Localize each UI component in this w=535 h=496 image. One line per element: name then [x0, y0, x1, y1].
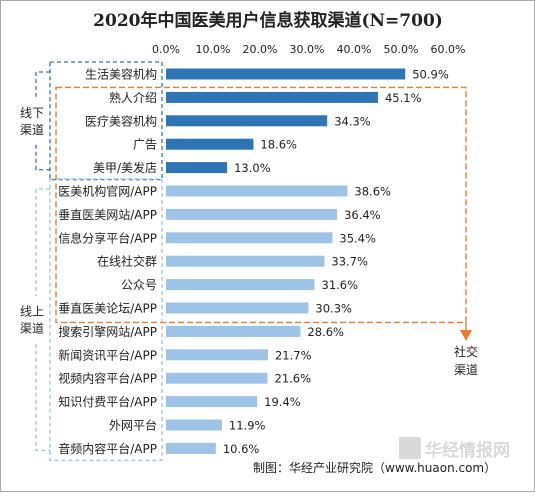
x-tick-label: 30.0% — [290, 43, 325, 56]
source-note: 制图：华经产业研究院（www.huaon.com） — [253, 460, 496, 475]
category-label: 生活美容机构 — [85, 67, 157, 82]
watermark-logo — [399, 437, 421, 459]
bar-value-label: 11.9% — [229, 419, 266, 433]
offline-group-label: 渠道 — [20, 123, 44, 137]
bar — [166, 138, 254, 150]
category-label: 熟人介绍 — [109, 90, 157, 105]
bar — [166, 396, 258, 408]
category-label: 垂直医美网站/APP — [58, 208, 157, 222]
social-channel-arrowhead — [460, 330, 472, 341]
bar — [166, 68, 406, 80]
x-tick-label: 10.0% — [196, 43, 231, 56]
offline-group-label: 线下 — [20, 106, 44, 120]
bar — [166, 325, 301, 337]
x-tick-label: 40.0% — [337, 43, 372, 56]
bar-value-label: 38.6% — [354, 185, 391, 199]
bar — [166, 91, 378, 103]
bar — [166, 208, 338, 220]
chart-title: 2020年中国医美用户信息获取渠道(N=700) — [93, 10, 443, 31]
category-label: 在线社交群 — [97, 254, 157, 269]
offline-group-bracket — [35, 71, 50, 171]
bar — [166, 279, 315, 291]
bar — [166, 442, 216, 454]
online-group-label: 线上 — [20, 305, 44, 319]
bar-value-label: 19.4% — [264, 395, 301, 409]
category-label: 音频内容平台/APP — [58, 441, 157, 456]
bar-value-label: 50.9% — [412, 68, 449, 82]
bar — [166, 372, 268, 384]
online-group-bracket — [35, 188, 50, 452]
bar — [166, 232, 333, 244]
online-group-box — [49, 178, 163, 462]
category-label: 搜索引擎网站/APP — [58, 324, 157, 339]
x-tick-label: 60.0% — [431, 43, 466, 56]
bar — [166, 185, 348, 197]
bar-value-label: 10.6% — [223, 442, 260, 456]
online-group-label: 渠道 — [20, 322, 44, 336]
offline-group-box — [49, 61, 163, 181]
bar-value-label: 35.4% — [339, 231, 376, 245]
bar — [166, 115, 328, 127]
x-tick-label: 0.0% — [152, 43, 180, 56]
social-channel-box — [55, 86, 467, 324]
bar-value-label: 21.7% — [275, 348, 312, 362]
bar-value-label: 13.0% — [234, 161, 271, 175]
social-channel-label: 渠道 — [454, 363, 478, 377]
bar-value-label: 31.6% — [322, 278, 359, 292]
category-label: 信息分享平台/APP — [58, 230, 157, 245]
category-label: 美甲/美发店 — [93, 160, 157, 175]
bar-value-label: 21.6% — [275, 372, 312, 386]
bar-value-label: 18.6% — [260, 138, 297, 152]
category-label: 公众号 — [121, 278, 157, 292]
category-label: 外网平台 — [109, 418, 157, 433]
category-label: 知识付费平台/APP — [58, 394, 157, 409]
category-label: 广告 — [133, 138, 157, 152]
bar-value-label: 28.6% — [307, 325, 344, 339]
x-tick-label: 50.0% — [384, 43, 419, 56]
category-label: 医疗美容机构 — [85, 113, 157, 128]
x-tick-label: 20.0% — [243, 43, 278, 56]
category-label: 视频内容平台/APP — [58, 371, 157, 386]
bar — [166, 419, 222, 431]
category-label: 新闻资讯平台/APP — [58, 347, 157, 362]
bar-value-label: 45.1% — [385, 91, 422, 105]
bar — [166, 302, 309, 314]
bar-value-label: 33.7% — [331, 255, 368, 269]
watermark: 华经情报网 — [399, 437, 510, 461]
watermark-text: 华经情报网 — [425, 440, 510, 461]
category-label: 医美机构官网/APP — [58, 184, 157, 199]
category-label: 垂直医美论坛/APP — [58, 302, 157, 316]
bar-value-label: 34.3% — [334, 114, 371, 128]
bar-value-label: 30.3% — [315, 302, 352, 316]
bar — [166, 255, 325, 267]
social-channel-label: 社交 — [454, 344, 478, 359]
bar — [166, 349, 268, 361]
bar-value-label: 36.4% — [344, 208, 381, 222]
bar — [166, 162, 228, 174]
